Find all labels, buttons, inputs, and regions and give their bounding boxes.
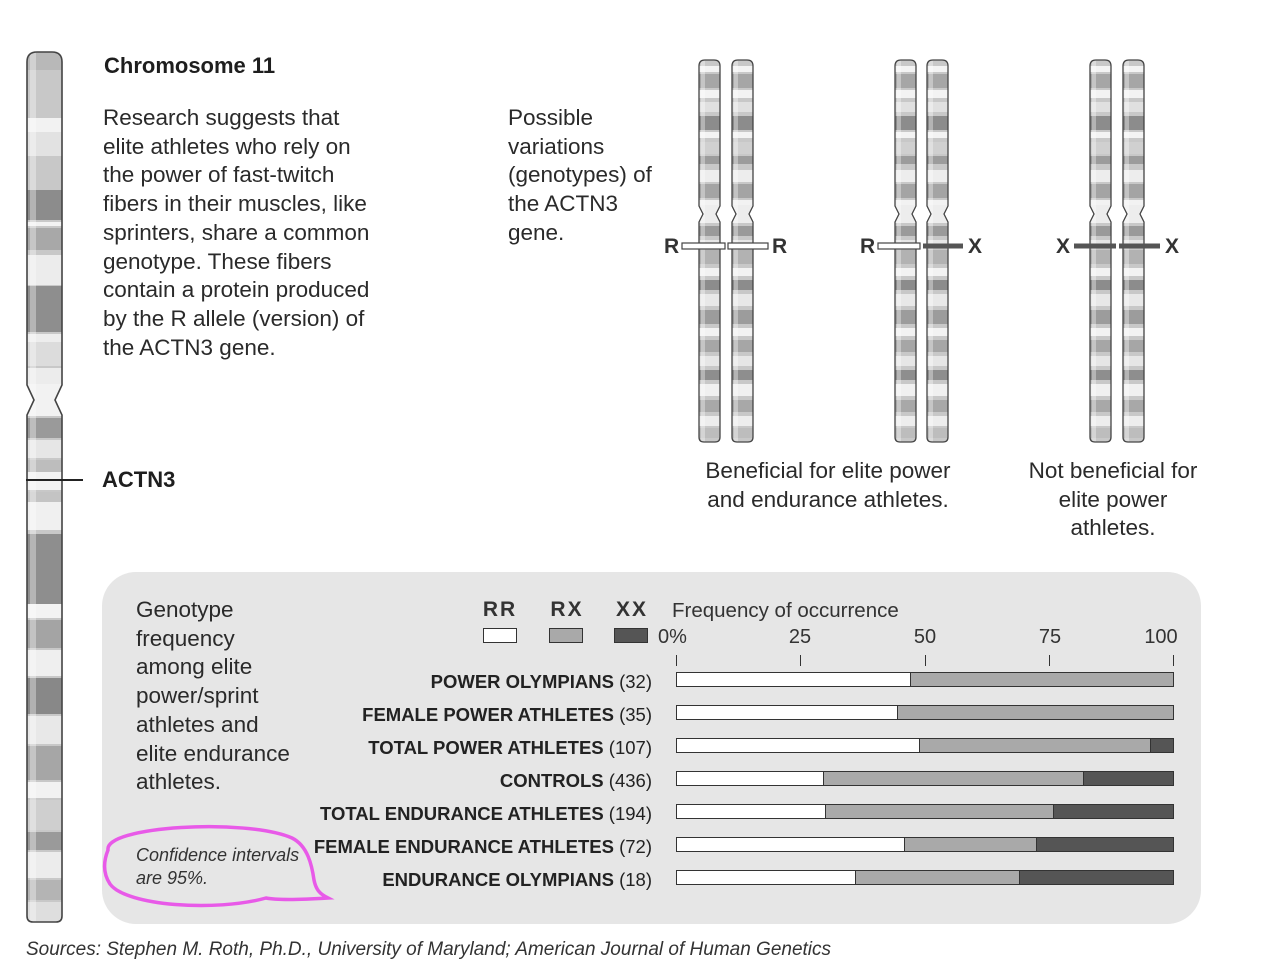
bar-segment-rr: [677, 838, 905, 851]
actn3-marker-line: [26, 479, 83, 481]
x-tick-label-0: 0%: [658, 626, 687, 648]
genotype-intro-text: Possible variations (genotypes) of the A…: [508, 105, 652, 245]
stacked-bar-female-endurance: [676, 837, 1174, 852]
bar-segment-rx: [854, 871, 1019, 884]
stacked-bar-controls: [676, 771, 1174, 786]
x-tick-label-75: 75: [1038, 626, 1062, 648]
bar-segment-xx: [1018, 871, 1173, 884]
allele-label-pair3-left: X: [1056, 235, 1071, 258]
actn3-gene-label: ACTN3: [102, 467, 176, 492]
x-tick-label-100: 100: [1144, 626, 1178, 648]
x-tick-mark-75: [1049, 655, 1050, 666]
legend-swatch-rr: [483, 628, 517, 643]
bar-segment-rr: [677, 871, 855, 884]
row-label-controls: CONTROLS (436): [499, 770, 652, 791]
bar-segment-xx: [1036, 838, 1173, 851]
chromosome-11-diagram: [26, 51, 63, 923]
bar-segment-rr: [677, 673, 910, 686]
x-tick-label-25: 25: [788, 626, 812, 648]
legend-label-rx: RX: [550, 598, 584, 621]
bar-segment-rx: [904, 838, 1037, 851]
row-label-female-endurance: FEMALE ENDURANCE ATHLETES (72): [313, 836, 652, 857]
bar-segment-rx: [919, 739, 1150, 752]
sources-note: Sources: Stephen M. Roth, Ph.D., Univers…: [26, 939, 832, 960]
panel-description: Genotype frequency among elite power/spr…: [136, 597, 290, 795]
x-tick-mark-100: [1173, 655, 1174, 666]
research-description: Research suggests that elite athletes wh…: [103, 105, 370, 360]
bar-segment-rr: [677, 739, 920, 752]
x-tick-label-50: 50: [913, 626, 937, 648]
x-tick-mark-25: [800, 655, 801, 666]
chart-title: Frequency of occurrence: [672, 599, 899, 622]
stacked-bar-total-power: [676, 738, 1174, 753]
x-tick-mark-50: [925, 655, 926, 666]
bar-segment-xx: [1149, 739, 1173, 752]
x-tick-mark-0: [676, 655, 677, 666]
allele-label-pair3-right: X: [1165, 235, 1180, 258]
row-label-total-endurance: TOTAL ENDURANCE ATHLETES (194): [319, 803, 652, 824]
confidence-highlight-bubble: [102, 824, 335, 908]
stacked-bar-female-power: [676, 705, 1174, 720]
row-label-endurance-olympians: ENDURANCE OLYMPIANS (18): [382, 869, 652, 890]
legend-label-rr: RR: [482, 598, 518, 621]
bar-segment-rx: [825, 805, 1054, 818]
row-label-power-olympians: POWER OLYMPIANS (32): [430, 671, 652, 692]
bar-segment-rr: [677, 706, 898, 719]
legend-label-xx: XX: [615, 598, 648, 621]
bar-segment-rx: [897, 706, 1173, 719]
row-label-total-power: TOTAL POWER ATHLETES (107): [368, 737, 652, 758]
bar-segment-xx: [1053, 805, 1174, 818]
legend-swatch-xx: [614, 628, 648, 643]
confidence-note: Confidence intervals are 95%.: [136, 845, 300, 888]
bar-segment-rr: [677, 772, 823, 785]
legend-swatch-rx: [549, 628, 583, 643]
stacked-bar-power-olympians: [676, 672, 1174, 687]
genotype-chromosome-pairs: [681, 59, 1160, 443]
allele-label-pair1-right: R: [772, 235, 788, 258]
allele-label-pair2-left: R: [860, 235, 876, 258]
row-label-female-power: FEMALE POWER ATHLETES (35): [362, 704, 652, 725]
caption-beneficial: Beneficial for elite power and endurance…: [705, 458, 951, 512]
stacked-bar-endurance-olympians: [676, 870, 1174, 885]
allele-label-pair2-right: X: [968, 235, 983, 258]
allele-label-pair1-left: R: [664, 235, 680, 258]
bar-segment-rx: [909, 673, 1173, 686]
caption-not-beneficial: Not beneficial for elite power athletes.: [1028, 458, 1198, 541]
stacked-bar-total-endurance: [676, 804, 1174, 819]
chromosome-title: Chromosome 11: [104, 53, 276, 78]
bar-segment-xx: [1083, 772, 1173, 785]
bar-segment-rr: [677, 805, 826, 818]
bar-segment-rx: [822, 772, 1084, 785]
